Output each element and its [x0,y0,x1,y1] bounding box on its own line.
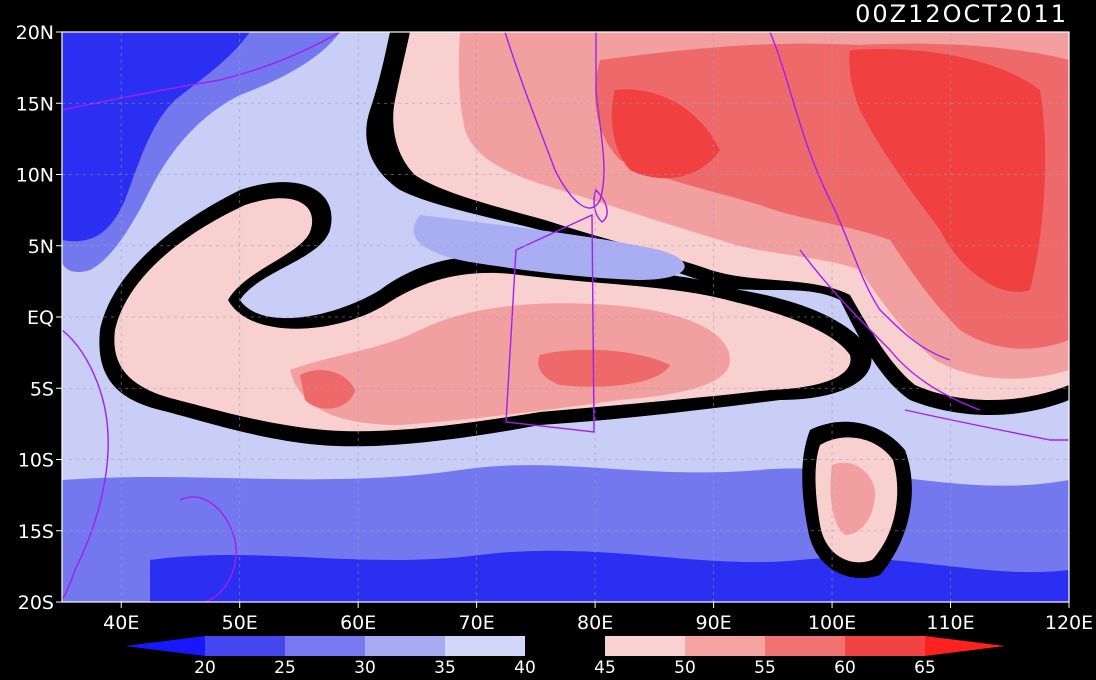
coastline-sumatra [799,249,981,411]
salmon-region [830,462,876,535]
red-region [300,370,355,409]
y-tick-label: 10S [18,450,54,472]
coastline-madagascar [179,496,237,602]
colorbar-label: 35 [434,658,456,678]
y-tick-label: 20N [16,22,54,44]
coastline-maldives-box [505,213,595,433]
y-tick-label: 15N [16,93,54,115]
deep-red-region [849,49,1046,292]
x-tick-label: 60E [340,612,376,634]
colorbar-swatch [445,636,525,656]
deep-blue-region [62,32,250,242]
colorbar-label: 60 [834,658,856,678]
coastline-bay-of-bengal [769,32,951,361]
x-tick-label: 100E [808,612,856,634]
coastline-sri-lanka [593,188,608,223]
y-tick-label: EQ [27,307,54,329]
y-tick-label: 15S [18,521,54,543]
colorbar-label: 45 [594,658,616,678]
colorbar-swatch [125,636,205,656]
x-tick-label: 70E [459,612,495,634]
x-tick-label: 50E [222,612,258,634]
x-tick-label: 90E [695,612,731,634]
y-tick-label: 5N [28,236,54,258]
colorbar-swatch [845,636,925,656]
map-plot-area [62,32,1069,602]
colorbar-label: 50 [674,658,696,678]
colorbar-swatch [365,636,445,656]
colorbar-swatch [765,636,845,656]
x-tick-label: 110E [926,612,974,634]
x-axis-ticks: 40E 50E 60E 70E 80E 90E 100E 110E 120E [103,602,1093,634]
x-tick-label: 120E [1045,612,1093,634]
colorbar-label: 25 [274,658,296,678]
y-tick-label: 10N [16,165,54,187]
colorbar-label: 55 [754,658,776,678]
y-tick-label: 20S [18,592,54,614]
colorbar-label: 40 [514,658,536,678]
colorbar-label: 20 [194,658,216,678]
colorbar-label: 30 [354,658,376,678]
light-blue-region [413,215,685,280]
colorbar-label: 65 [914,658,936,678]
y-axis-ticks: 20N 15N 10N 5N EQ 5S 10S 15S 20S [16,22,62,614]
deep-red-region [611,89,720,179]
red-region [538,349,670,387]
coastline-india [504,32,605,209]
colorbar-swatch [925,636,1005,656]
colorbar-swatch [205,636,285,656]
colorbar-swatch [525,636,605,656]
coastline-arabia [62,32,341,111]
colorbar-swatch [605,636,685,656]
colorbar-swatch [285,636,365,656]
colorbar: 20 25 30 35 40 45 50 55 60 65 [125,636,1005,678]
coastline-java [904,409,1069,441]
x-tick-label: 80E [577,612,613,634]
y-tick-label: 5S [30,378,54,400]
coastlines [62,32,1069,602]
map-title: 00Z12OCT2011 [855,0,1068,28]
coastline-africa [62,329,109,601]
x-tick-label: 40E [103,612,139,634]
colorbar-swatch [685,636,765,656]
